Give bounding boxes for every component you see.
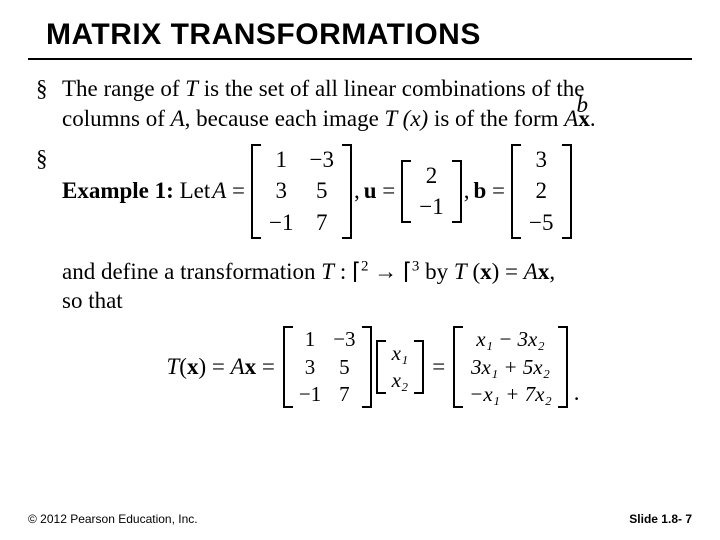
text: by xyxy=(425,259,448,284)
matrix-result: x₁ − 3x₂ 3x₁ + 5x₂ −x₁ + 7x₂ xyxy=(453,326,568,408)
sub-line-1: and define a transformation T : ⌈2 → ⌈3 … xyxy=(62,257,684,317)
matrix-x: x₁ x₂ xyxy=(376,340,425,394)
equals: = xyxy=(432,352,445,382)
page-title: MATRIX TRANSFORMATIONS xyxy=(46,18,692,52)
slide: MATRIX TRANSFORMATIONS The range of T is… xyxy=(0,0,720,540)
comma: , xyxy=(354,176,360,206)
comma: , xyxy=(549,259,555,284)
map-decl: T : ⌈2 → ⌈3 xyxy=(321,259,425,284)
text: , because each image xyxy=(185,106,385,131)
text: is the set of all linear combinations of… xyxy=(198,76,584,101)
matrix-u: 2 −1 xyxy=(401,160,461,223)
bullet-example: Example 1: Let A = 1−3 35 −17 , u = xyxy=(36,144,684,408)
copyright: © 2012 Pearson Education, Inc. xyxy=(28,512,198,526)
var-A: A xyxy=(171,106,185,131)
text: Let xyxy=(174,178,210,203)
title-underline xyxy=(28,58,692,60)
text: and define a transformation xyxy=(62,259,316,284)
bullet-list: The range of T is the set of all linear … xyxy=(28,74,692,408)
period: . xyxy=(574,378,580,408)
text: is of the form xyxy=(428,106,564,131)
tx-eq-ax: T (x) = Ax xyxy=(454,259,549,284)
footer: © 2012 Pearson Education, Inc. Slide 1.8… xyxy=(28,512,692,526)
var-u: u xyxy=(364,178,377,203)
example-label: Example 1: xyxy=(62,178,174,203)
example-row: Example 1: Let A = 1−3 35 −17 , u = xyxy=(62,144,684,239)
comma: , xyxy=(464,176,470,206)
text: . xyxy=(590,106,596,131)
var-Tx: T (x) xyxy=(385,106,429,131)
bullet-range: The range of T is the set of all linear … xyxy=(36,74,684,134)
var-b: b xyxy=(474,178,487,203)
text: so that xyxy=(62,288,123,313)
expansion-row: T(x) = Ax = 1−3 35 −17 x₁ x₂ xyxy=(62,326,684,408)
matrix-A2: 1−3 35 −17 xyxy=(283,326,372,408)
stray-b: b xyxy=(577,90,589,120)
text: columns of xyxy=(62,106,171,131)
matrix-A: 1−3 35 −17 xyxy=(251,144,352,239)
var-A: A xyxy=(212,178,226,203)
slide-number: Slide 1.8- 7 xyxy=(629,512,692,526)
var-T: T xyxy=(185,76,198,101)
matrix-b: 3 2 −5 xyxy=(511,144,571,239)
text: The range of xyxy=(62,76,185,101)
